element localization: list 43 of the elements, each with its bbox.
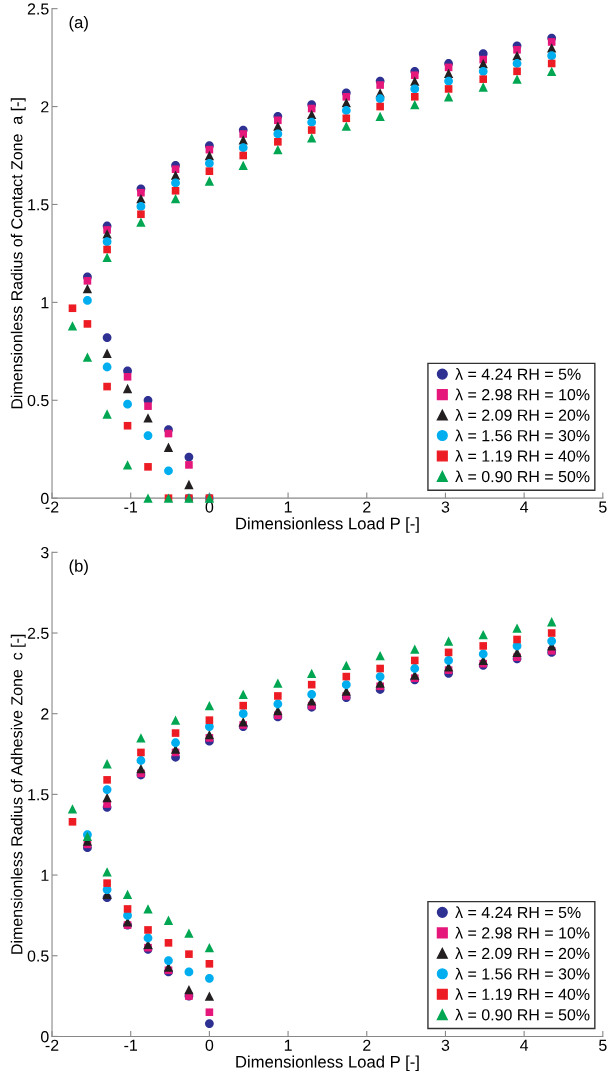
legend-label: λ = 2.98 RH = 10% — [455, 926, 590, 939]
x-tick-label: 2 — [363, 1039, 371, 1051]
x-tick-label: 3 — [441, 1039, 450, 1051]
y-tick-label: 0.5 — [27, 394, 49, 407]
annotation: (b) — [69, 559, 88, 576]
x-axis-title: Dimensionless Load P [-] — [236, 1055, 419, 1072]
y-axis-title: Dimensionless Radius of Adhesive Zone c [-] — [10, 634, 26, 954]
y-tick-label: 0.5 — [27, 950, 49, 962]
y-tick-label: 1 — [41, 297, 49, 309]
legend-label: λ = 1.19 RH = 40% — [455, 988, 590, 1001]
x-tick-label: 1 — [284, 1039, 292, 1051]
x-tick-label: -1 — [124, 1039, 138, 1051]
y-tick-label: 2.5 — [27, 627, 49, 639]
y-tick-label: 2 — [41, 101, 49, 113]
x-tick-label: 3 — [441, 501, 450, 513]
y-tick-label: 2.5 — [27, 3, 49, 15]
legend-label: λ = 2.09 RH = 20% — [455, 947, 590, 960]
y-axis-title: Dimensionless Radius of Contact Zone a [-] — [10, 98, 26, 409]
legend-label: λ = 2.09 RH = 20% — [455, 409, 590, 421]
legend-label: λ = 1.56 RH = 30% — [455, 429, 590, 442]
annotation: (a) — [69, 16, 88, 32]
y-tick-label: 3 — [40, 546, 49, 559]
legend-label: λ = 0.90 RH = 50% — [455, 470, 590, 483]
x-tick-label: 4 — [520, 1039, 529, 1051]
x-tick-label: 2 — [363, 501, 371, 513]
x-tick-label: 1 — [284, 501, 292, 513]
y-tick-label: 1 — [41, 869, 49, 881]
y-tick-label: 1.5 — [28, 789, 49, 801]
x-tick-label: 4 — [520, 501, 529, 513]
x-tick-label: -1 — [124, 501, 138, 513]
legend-label: λ = 4.24 RH = 5% — [455, 906, 581, 919]
x-axis-title: Dimensionless Load P [-] — [236, 517, 419, 533]
y-tick-label: 2 — [41, 708, 49, 720]
legend-label: λ = 0.90 RH = 50% — [455, 1008, 590, 1021]
x-tick-label: 0 — [205, 501, 214, 513]
y-tick-label: 1.5 — [28, 199, 49, 211]
legend-label: λ = 4.24 RH = 5% — [455, 368, 581, 380]
legend-label: λ = 1.19 RH = 40% — [455, 450, 590, 462]
x-tick-label: 5 — [599, 1039, 607, 1051]
legend-label: λ = 2.98 RH = 10% — [455, 388, 590, 401]
x-tick-label: 0 — [205, 1039, 214, 1051]
legend-label: λ = 1.56 RH = 30% — [455, 967, 590, 980]
x-tick-label: 5 — [599, 501, 607, 513]
